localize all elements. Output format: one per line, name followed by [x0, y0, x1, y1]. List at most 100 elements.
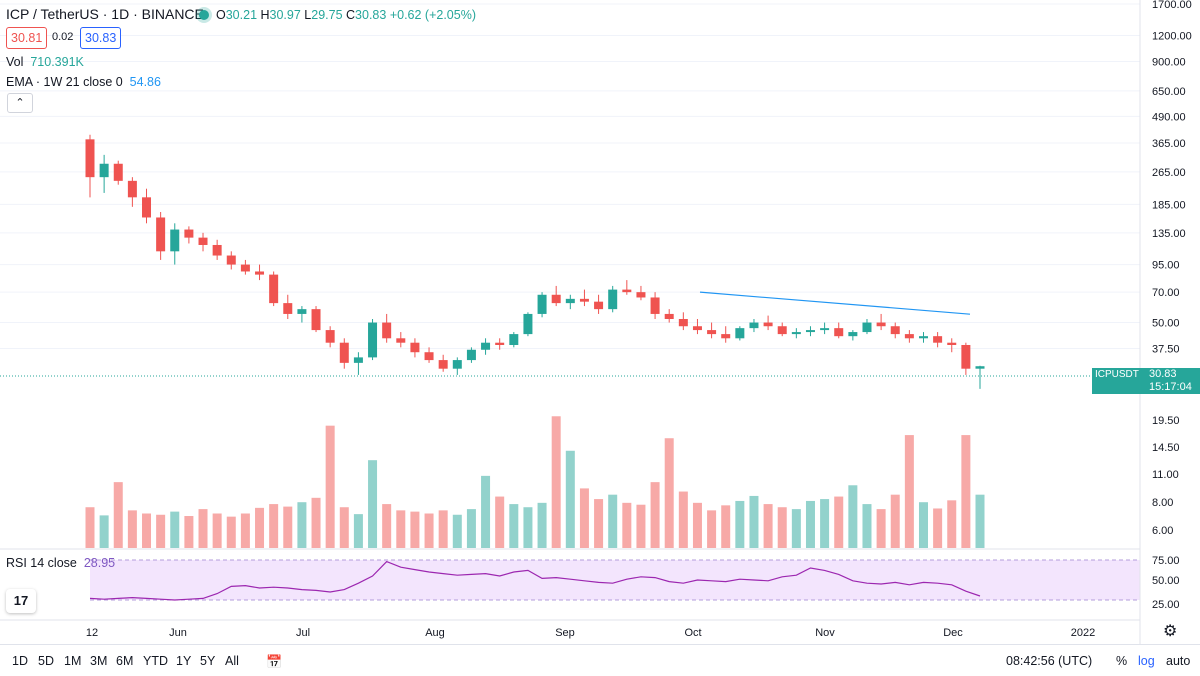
- candle-body: [721, 334, 731, 339]
- candle-body: [565, 298, 575, 304]
- time-axis-label: Sep: [555, 627, 575, 639]
- candle-body: [862, 322, 872, 333]
- candle-body: [777, 326, 787, 335]
- gear-icon[interactable]: ⚙: [1163, 623, 1178, 640]
- range-1m[interactable]: 1M: [64, 654, 82, 668]
- high-value: 30.97: [269, 8, 301, 22]
- price-tag-symbol: ICPUSDT: [1095, 369, 1139, 380]
- volume-bar: [890, 494, 900, 548]
- price-axis-label: 50.00: [1152, 318, 1180, 330]
- rsi-axis-label: 50.00: [1152, 575, 1180, 587]
- volume-bar: [424, 513, 434, 548]
- price-axis-label: 365.00: [1152, 138, 1186, 150]
- candle-body: [622, 289, 632, 293]
- auto-toggle[interactable]: auto: [1166, 654, 1191, 668]
- volume-bar: [678, 491, 688, 548]
- volume-bar: [170, 511, 180, 548]
- volume-bar: [99, 515, 109, 548]
- percent-toggle[interactable]: %: [1116, 654, 1128, 668]
- range-5d[interactable]: 5D: [38, 654, 54, 668]
- buy-price-button[interactable]: 30.83: [80, 27, 122, 49]
- volume-bar: [961, 435, 971, 548]
- candle-body: [297, 309, 307, 314]
- sell-price-button[interactable]: 30.81: [6, 27, 48, 49]
- candle-body: [325, 330, 335, 343]
- candle-body: [184, 229, 194, 238]
- volume-bar: [297, 502, 307, 548]
- price-axis-label: 185.00: [1152, 199, 1186, 211]
- date-range-icon[interactable]: 📅: [266, 654, 283, 669]
- candle-body: [481, 342, 491, 350]
- candle-body: [890, 326, 900, 335]
- candle-body: [763, 322, 773, 327]
- candle-body: [664, 313, 674, 320]
- log-toggle[interactable]: log: [1138, 654, 1155, 668]
- spread-value: 0.02: [52, 31, 74, 43]
- tradingview-logo-icon[interactable]: 17: [6, 589, 36, 613]
- price-axis-label: 37.50: [1152, 344, 1180, 356]
- range-5y[interactable]: 5Y: [200, 654, 216, 668]
- candle-body: [848, 332, 858, 337]
- volume-bar: [805, 500, 815, 548]
- candle-body: [240, 264, 250, 272]
- time-axis-label: 12: [86, 627, 98, 639]
- volume-bar: [622, 502, 632, 548]
- range-1d[interactable]: 1D: [12, 654, 28, 668]
- price-tag-price: 30.83: [1149, 368, 1177, 380]
- candle-body: [127, 180, 137, 198]
- range-all[interactable]: All: [225, 654, 239, 668]
- volume-bar: [255, 507, 265, 548]
- volume-bar: [156, 514, 166, 548]
- price-axis-label: 8.00: [1152, 497, 1173, 509]
- candle-body: [975, 366, 985, 369]
- time-axis-label: Nov: [815, 627, 835, 639]
- volume-bar: [339, 507, 349, 548]
- low-value: 29.75: [311, 8, 343, 22]
- candle-body: [805, 330, 815, 333]
- volume-bar: [353, 514, 363, 548]
- time-axis-label: Oct: [684, 627, 701, 639]
- volume-bar: [918, 502, 928, 548]
- candle-body: [466, 349, 476, 361]
- volume-bar: [594, 499, 604, 548]
- ema-value: 54.86: [129, 75, 161, 89]
- volume-bar: [113, 482, 123, 548]
- chevron-up-icon[interactable]: ⌃: [7, 93, 33, 113]
- volume-bar: [466, 509, 476, 548]
- volume-bar: [565, 450, 575, 548]
- rsi-legend[interactable]: RSI 14 close 28.95: [6, 556, 115, 570]
- volume-bar: [551, 416, 561, 548]
- volume-bar: [410, 511, 420, 548]
- rsi-axis: 75.00 50.00 25.00: [1152, 555, 1180, 611]
- candle-body: [212, 244, 222, 256]
- volume-bar: [240, 513, 250, 548]
- open-value: 30.21: [225, 8, 258, 22]
- clock[interactable]: 08:42:56 (UTC): [1006, 654, 1093, 668]
- candle-body: [269, 274, 279, 304]
- volume-bar: [495, 496, 505, 548]
- range-1y[interactable]: 1Y: [176, 654, 192, 668]
- time-axis: 12 Jun Jul Aug Sep Oct Nov Dec 2022: [86, 627, 1095, 639]
- candle-body: [311, 309, 321, 331]
- chart-canvas[interactable]: 1700.00 1200.00 900.00 650.00 490.00 365.00 26…: [0, 0, 1200, 645]
- range-ytd[interactable]: YTD: [143, 654, 168, 668]
- volume-legend[interactable]: Vol 710.391K: [6, 55, 84, 69]
- time-axis-label: Jun: [169, 627, 187, 639]
- range-6m[interactable]: 6M: [116, 654, 134, 668]
- volume-bar: [650, 482, 660, 548]
- candle-body: [99, 163, 109, 178]
- candle-body: [113, 163, 123, 181]
- ema-legend[interactable]: EMA · 1W 21 close 0 54.86: [6, 75, 161, 89]
- volume-bar: [862, 504, 872, 548]
- candle-body: [452, 360, 462, 369]
- volume-bar: [269, 504, 279, 548]
- candle-body: [904, 334, 914, 339]
- range-3m[interactable]: 3M: [90, 654, 108, 668]
- volume-bar: [198, 509, 208, 548]
- symbol-title[interactable]: ICP / TetherUS · 1D · BINANCE: [6, 6, 204, 22]
- volume-bar: [947, 500, 957, 548]
- volume-bar: [127, 510, 137, 548]
- candle-body: [495, 342, 505, 345]
- rsi-label: RSI 14 close: [6, 556, 77, 570]
- volume-bar: [848, 485, 858, 548]
